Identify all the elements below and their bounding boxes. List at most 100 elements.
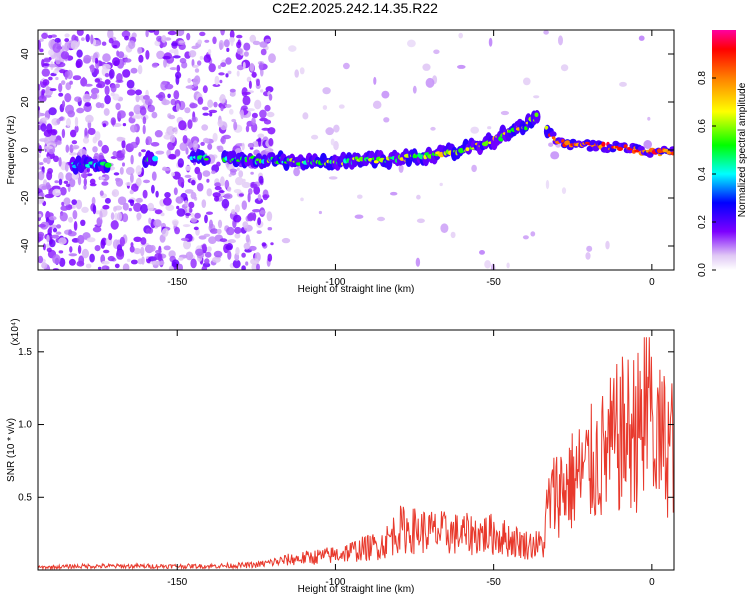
heatmap-noise-cell — [81, 37, 85, 41]
heatmap-noise-cell — [235, 204, 240, 212]
heatmap-noise-cell — [265, 39, 271, 43]
heatmap-noise-cell — [41, 262, 47, 269]
heatmap-noise-cell — [219, 190, 225, 193]
heatmap-noise-cell — [487, 126, 491, 129]
heatmap-noise-cell — [95, 58, 98, 64]
heatmap-noise-cell — [197, 60, 201, 65]
heatmap-noise-cell — [260, 210, 266, 215]
heatmap-noise-cell — [52, 254, 60, 264]
heatmap-noise-cell — [226, 48, 229, 52]
heatmap-noise-cell — [130, 155, 133, 165]
x-tick-label: -150 — [167, 577, 187, 588]
heatmap-noise-cell — [300, 198, 304, 202]
heatmap-noise-cell — [204, 215, 208, 224]
heatmap-noise-cell — [242, 200, 247, 210]
heatmap-noise-cell — [60, 206, 68, 211]
heatmap-noise-cell — [218, 65, 221, 69]
heatmap-noise-cell — [98, 267, 102, 270]
x-tick-label: -150 — [167, 277, 187, 288]
heatmap-noise-cell — [224, 193, 233, 199]
heatmap-noise-cell — [433, 50, 439, 55]
heatmap-noise-cell — [75, 117, 78, 127]
heatmap-noise-cell — [52, 189, 61, 197]
heatmap-noise-cell — [48, 77, 53, 81]
heatmap-noise-cell — [97, 81, 105, 88]
heatmap-noise-cell — [204, 234, 211, 237]
heatmap-noise-cell — [174, 187, 178, 195]
heatmap-noise-cell — [233, 215, 241, 223]
heatmap-noise-cell — [162, 168, 171, 171]
heatmap-noise-cell — [177, 208, 186, 216]
heatmap-noise-cell — [100, 177, 106, 180]
heatmap-noise-cell — [211, 171, 216, 175]
heatmap-noise-cell — [257, 217, 261, 225]
heatmap-noise-cell — [204, 54, 211, 62]
heatmap-noise-cell — [489, 38, 493, 47]
heatmap-noise-cell — [122, 69, 130, 78]
heatmap-noise-cell — [643, 140, 652, 149]
heatmap-noise-cell — [227, 251, 231, 260]
heatmap-noise-cell — [176, 206, 179, 210]
heatmap-noise-cell — [95, 245, 101, 251]
heatmap-noise-cell — [230, 89, 236, 93]
heatmap-noise-cell — [132, 115, 140, 118]
heatmap-noise-cell — [197, 171, 202, 180]
heatmap-noise-cell — [235, 177, 243, 185]
heatmap-noise-cell — [220, 238, 228, 242]
heatmap-noise-cell — [190, 259, 196, 269]
heatmap-noise-cell — [242, 92, 251, 95]
heatmap-noise-cell — [244, 51, 249, 57]
heatmap-noise-cell — [267, 211, 273, 221]
heatmap-noise-cell — [236, 41, 241, 48]
heatmap-noise-cell — [48, 107, 56, 115]
heatmap-noise-cell — [246, 234, 250, 242]
heatmap-noise-cell — [242, 60, 251, 69]
heatmap-noise-cell — [49, 216, 57, 220]
colorbar-tick-label: 0.6 — [697, 119, 708, 133]
heatmap-noise-cell — [325, 127, 334, 135]
heatmap-noise-cell — [162, 56, 170, 60]
heatmap-noise-cell — [171, 42, 178, 46]
heatmap-noise-cell — [69, 152, 77, 155]
colorbar-tick-label: 0.4 — [697, 167, 708, 181]
y-tick-label: -20 — [20, 190, 31, 205]
y-tick-label: 20 — [20, 96, 31, 108]
colorbar-tick-label: 0.2 — [697, 215, 708, 229]
heatmap-noise-cell — [202, 199, 207, 208]
heatmap-noise-cell — [53, 70, 58, 74]
heatmap-noise-cell — [235, 247, 239, 255]
snr-series-line — [38, 337, 674, 569]
heatmap-noise-cell — [530, 231, 535, 236]
heatmap-noise-cell — [491, 264, 495, 274]
heatmap-noise-cell — [55, 77, 58, 80]
heatmap-noise-cell — [140, 204, 148, 214]
heatmap-noise-cell — [41, 89, 45, 94]
heatmap-noise-cell — [203, 113, 210, 116]
heatmap-noise-cell — [207, 246, 212, 252]
heatmap-noise-cell — [205, 252, 212, 258]
heatmap-noise-cell — [191, 192, 197, 199]
heatmap-noise-cell — [161, 35, 166, 43]
heatmap-noise-cell — [86, 34, 90, 42]
heatmap-noise-cell — [152, 171, 157, 180]
heatmap-noise-cell — [203, 170, 211, 177]
heatmap-noise-cell — [116, 250, 124, 260]
heatmap-noise-cell — [82, 249, 89, 259]
heatmap-noise-cell — [46, 147, 49, 152]
heatmap-noise-cell — [186, 33, 190, 40]
heatmap-noise-cell — [357, 195, 363, 199]
heatmap-noise-cell — [120, 237, 125, 247]
heatmap-noise-cell — [71, 199, 77, 205]
heatmap-noise-cell — [269, 94, 273, 101]
heatmap-noise-cell — [253, 41, 260, 45]
heatmap-noise-cell — [41, 33, 48, 39]
heatmap-noise-cell — [191, 217, 198, 222]
snr-scale-label: (x10⁴) — [10, 318, 21, 345]
heatmap-noise-cell — [237, 48, 243, 54]
heatmap-noise-cell — [135, 137, 139, 146]
heatmap-noise-cell — [64, 38, 69, 42]
heatmap-noise-cell — [178, 177, 185, 187]
heatmap-noise-cell — [227, 186, 231, 192]
heatmap-noise-cell — [190, 213, 194, 217]
heatmap-noise-cell — [422, 63, 430, 70]
